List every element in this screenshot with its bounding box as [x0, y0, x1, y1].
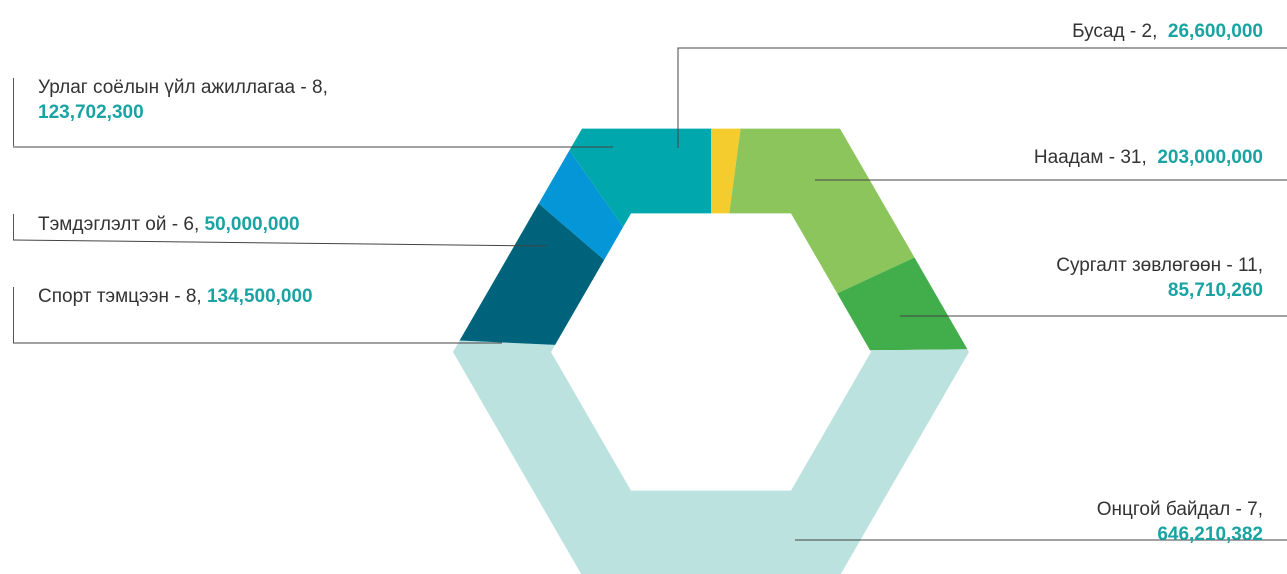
label-sport: Спорт тэмцээн - 8, 134,500,000	[38, 286, 313, 307]
label-naadam: Наадам - 31, 203,000,000	[1033, 147, 1263, 168]
label-sport-name: Спорт тэмцээн	[38, 286, 169, 307]
label-temdeglelt-name: Тэмдэглэлт ой	[38, 214, 167, 235]
label-naadam-name: Наадам	[1033, 147, 1104, 168]
label-urlag-tick	[13, 78, 14, 146]
slice-urlag	[569, 128, 711, 227]
label-sport-count: 8	[185, 286, 197, 307]
label-naadam-count: 31	[1120, 147, 1142, 168]
label-busad: Бусад - 2, 26,600,000	[1072, 21, 1263, 42]
label-sport-value: 134,500,000	[206, 286, 313, 307]
label-ontsgoi-count: 7	[1247, 499, 1258, 520]
slice-temdeglelt	[538, 150, 624, 260]
leader-line-busad	[677, 47, 1287, 148]
label-temdeglelt: Тэмдэглэлт ой - 6, 50,000,000	[38, 214, 300, 235]
slice-ontsgoi	[453, 340, 969, 574]
slice-naadam	[729, 128, 915, 294]
label-busad-name: Бусад	[1072, 21, 1125, 42]
label-temdeglelt-count: 6	[183, 214, 194, 235]
slice-busad	[711, 128, 741, 214]
label-ontsgoi-name: Онцгой байдал	[1096, 499, 1231, 520]
label-surgalt-count: 11	[1237, 255, 1258, 276]
label-urlag: Урлаг соёлын үйл ажиллагаа - 8, 123,702,…	[38, 77, 328, 123]
label-busad-count: 2	[1141, 21, 1153, 42]
label-surgalt: Сургалт зөвлөгөөн - 11, 85,710,260	[1056, 255, 1263, 301]
label-naadam-value: 203,000,000	[1157, 147, 1263, 168]
label-urlag-count: 8	[312, 77, 323, 98]
label-ontsgoi-value: 646,210,382	[1157, 524, 1263, 545]
leader-line-temdeglelt	[12, 239, 547, 247]
slice-surgalt	[837, 257, 968, 351]
slice-sport	[459, 203, 605, 345]
label-temdeglelt-value: 50,000,000	[204, 214, 300, 235]
label-urlag-value: 123,702,300	[38, 102, 144, 123]
label-surgalt-value: 85,710,260	[1167, 280, 1263, 301]
label-urlag-name: Урлаг соёлын үйл ажиллагаа	[38, 77, 296, 98]
label-temdeglelt-tick	[13, 214, 14, 240]
label-surgalt-name: Сургалт зөвлөгөөн	[1056, 255, 1222, 276]
label-busad-value: 26,600,000	[1167, 21, 1263, 42]
label-sport-tick	[13, 287, 14, 343]
label-ontsgoi: Онцгой байдал - 7, 646,210,382	[1096, 499, 1263, 545]
